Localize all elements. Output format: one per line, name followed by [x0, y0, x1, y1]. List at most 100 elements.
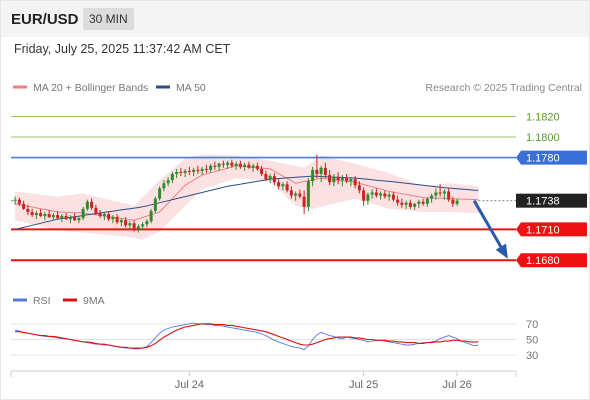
- candle: [43, 211, 47, 221]
- candle: [192, 167, 196, 177]
- candles-layer: [13, 154, 459, 233]
- timeframe-badge[interactable]: 30 MIN: [83, 8, 134, 30]
- candle: [153, 196, 157, 213]
- candle-body: [285, 184, 289, 191]
- level-label-1.1680: 1.1680: [526, 255, 560, 267]
- candle-body: [34, 213, 38, 216]
- current-price-label: 1.1738: [526, 196, 560, 208]
- forecast-arrow-layer: [472, 199, 508, 259]
- candle: [264, 170, 268, 182]
- moving-averages-layer: [14, 165, 479, 230]
- candle-body: [64, 216, 68, 220]
- candle-body: [366, 194, 370, 201]
- candle-body: [306, 181, 310, 207]
- candle: [430, 193, 434, 203]
- candle: [281, 182, 285, 191]
- candle: [451, 196, 455, 207]
- candle: [362, 187, 366, 206]
- candle: [77, 216, 81, 224]
- candle: [294, 191, 298, 201]
- candle: [68, 215, 72, 224]
- candle: [328, 169, 332, 186]
- candle-body: [196, 169, 200, 171]
- candle: [34, 210, 38, 220]
- candle-body: [434, 192, 438, 196]
- candle-body: [408, 202, 412, 207]
- candle: [234, 161, 238, 170]
- candle: [107, 210, 111, 222]
- candle: [353, 176, 357, 189]
- candle-body: [183, 170, 187, 173]
- candle: [13, 196, 17, 205]
- candle-body: [17, 199, 21, 204]
- candle: [39, 208, 43, 218]
- candle-body: [209, 165, 213, 170]
- candle-body: [213, 165, 217, 167]
- candle-body: [413, 203, 417, 207]
- candle: [285, 181, 289, 193]
- candle-body: [396, 199, 400, 203]
- candle-body: [102, 214, 106, 217]
- level-label-1.1800: 1.1800: [526, 132, 560, 144]
- candle: [404, 200, 408, 209]
- candle: [417, 199, 421, 208]
- candle-body: [442, 191, 446, 194]
- candle-body: [119, 220, 123, 223]
- level-tag-1.1710: [516, 222, 587, 237]
- candle: [298, 189, 302, 199]
- candle-body: [332, 177, 336, 183]
- candle-body: [73, 217, 77, 221]
- candle-body: [192, 169, 196, 172]
- candle-body: [141, 224, 145, 227]
- candle-body: [374, 192, 378, 196]
- candle-body: [22, 203, 26, 209]
- candle: [268, 174, 272, 184]
- candle: [289, 186, 293, 199]
- candle-body: [60, 216, 64, 219]
- timestamp: Friday, July 25, 2025 11:37:42 AM CET: [14, 42, 231, 56]
- candle-body: [115, 217, 119, 223]
- ma50-line: [14, 175, 479, 230]
- candle-body: [362, 190, 366, 201]
- candle-body: [166, 180, 170, 184]
- candle-body: [315, 169, 319, 174]
- candle-body: [404, 202, 408, 205]
- candle: [387, 192, 391, 201]
- candle-body: [158, 188, 162, 199]
- candle: [102, 211, 106, 221]
- candle-body: [319, 167, 323, 174]
- candle: [302, 190, 306, 215]
- candle: [366, 192, 370, 205]
- candle-body: [383, 193, 387, 197]
- candle-body: [238, 163, 242, 167]
- candle-body: [272, 176, 276, 183]
- candle-body: [294, 193, 298, 196]
- candle: [73, 213, 77, 222]
- candle-body: [243, 164, 247, 167]
- candle-body: [298, 193, 302, 197]
- candle-body: [421, 201, 425, 204]
- candle: [396, 195, 400, 206]
- x-axis: Jul 24 Jul 25 Jul 26: [10, 370, 517, 391]
- candle: [22, 200, 26, 210]
- candle-body: [94, 207, 98, 213]
- candle-body: [251, 165, 255, 168]
- candle: [141, 222, 145, 231]
- candle: [370, 189, 374, 199]
- candle-body: [145, 221, 149, 225]
- candle: [434, 188, 438, 200]
- rsi-series-9ma: [15, 323, 479, 349]
- candle: [425, 197, 429, 207]
- ma20-legend-label: MA 20 + Bollinger Bands: [33, 82, 148, 94]
- candle-body: [149, 210, 153, 222]
- candle-body: [455, 200, 459, 204]
- candle-body: [68, 217, 72, 220]
- candle-body: [425, 198, 429, 204]
- candle: [243, 162, 247, 171]
- candle: [149, 208, 153, 224]
- candle-body: [430, 195, 434, 199]
- candle: [336, 171, 340, 185]
- candle: [81, 206, 85, 221]
- candle-body: [81, 208, 85, 219]
